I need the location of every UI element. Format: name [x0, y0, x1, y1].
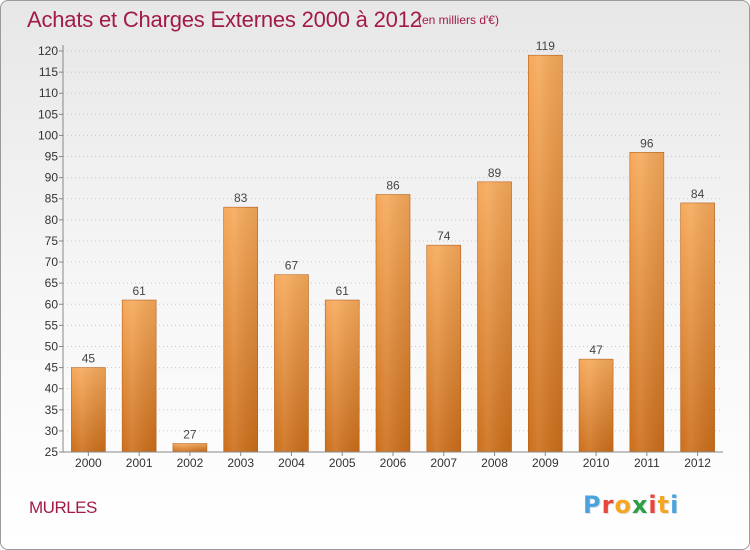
- y-tick-label: 35: [45, 403, 59, 417]
- logo-letter: x: [631, 491, 649, 519]
- data-label: 84: [691, 187, 705, 201]
- bar-shine: [172, 443, 207, 452]
- y-tick-label: 75: [45, 234, 59, 248]
- x-tick-label: 2002: [177, 456, 204, 470]
- x-tick-label: 2003: [227, 456, 254, 470]
- bar-shine: [274, 274, 309, 452]
- bar-shine: [579, 359, 614, 452]
- data-label: 61: [336, 284, 350, 298]
- x-tick-label: 2007: [430, 456, 457, 470]
- y-tick-label: 115: [39, 65, 58, 79]
- bars: [71, 54, 715, 453]
- bar-shine: [325, 300, 360, 452]
- data-label: 83: [234, 191, 248, 205]
- y-tick-label: 45: [45, 361, 59, 375]
- logo-letter: i: [648, 491, 658, 519]
- y-axis: 25 30 35 40 45 50 55 60 65 70 75 80 85 90 95 100 105 110 1…: [38, 44, 64, 459]
- data-label: 61: [132, 284, 146, 298]
- y-tick-label: 55: [45, 318, 59, 332]
- x-axis: 2000 2001 2002 2003 2004 2005 2006 2007 2008 2009…: [63, 451, 723, 470]
- y-tick-label: 105: [38, 107, 58, 121]
- y-tick-label: 25: [45, 445, 59, 459]
- x-tick-label: 2011: [634, 456, 660, 470]
- bar-shine: [376, 194, 410, 452]
- logo-letter: P: [583, 491, 602, 519]
- chart-unit-label: (en milliers d'€): [418, 13, 499, 27]
- data-label: 86: [386, 179, 400, 193]
- data-label: 47: [589, 343, 603, 357]
- data-label: 74: [437, 229, 451, 243]
- y-tick-label: 30: [45, 424, 59, 438]
- x-tick-label: 2001: [126, 456, 153, 470]
- y-tick-label: 60: [45, 297, 59, 311]
- x-tick-label: 2009: [532, 456, 559, 470]
- y-tick-label: 110: [39, 86, 58, 100]
- data-label: 96: [640, 136, 654, 150]
- data-label: 27: [183, 428, 197, 442]
- data-label: 45: [82, 352, 96, 366]
- x-tick-label: 2010: [583, 456, 610, 470]
- data-labels: 45 61 27 83 67 61 86 74 89 119 47 96 84: [82, 39, 705, 441]
- bar-shine: [477, 181, 512, 452]
- x-tick-label: 2012: [684, 456, 711, 470]
- bar-shine: [426, 245, 461, 452]
- bar-shine: [223, 207, 258, 452]
- bar-shine: [629, 152, 664, 452]
- logo-letter: i: [670, 491, 680, 519]
- y-tick-label: 85: [45, 192, 59, 206]
- y-tick-label: 65: [45, 276, 59, 290]
- data-label: 67: [285, 259, 299, 273]
- data-label: 119: [536, 39, 555, 53]
- x-tick-label: 2000: [75, 456, 102, 470]
- y-tick-label: 50: [45, 339, 59, 353]
- x-tick-label: 2005: [329, 456, 356, 470]
- x-tick-label: 2006: [380, 456, 407, 470]
- x-tick-label: 2008: [481, 456, 508, 470]
- bar-shine: [528, 55, 563, 452]
- bar-shine: [680, 202, 715, 452]
- proxiti-logo: Proxiti: [583, 491, 679, 519]
- y-tick-label: 100: [38, 128, 58, 142]
- logo-letter: r: [601, 491, 615, 519]
- bar-shine: [71, 367, 106, 452]
- x-tick-label: 2004: [278, 456, 305, 470]
- y-tick-label: 90: [45, 171, 59, 185]
- commune-name: MURLES: [29, 498, 97, 517]
- y-tick-label: 95: [45, 150, 59, 164]
- chart-title: Achats et Charges Externes 2000 à 2012: [27, 7, 422, 32]
- y-tick-label: 120: [38, 44, 58, 58]
- y-tick-label: 40: [45, 382, 59, 396]
- y-tick-label: 70: [45, 255, 59, 269]
- bar-shine: [122, 300, 157, 452]
- logo-letter: t: [657, 491, 671, 519]
- data-label: 89: [488, 166, 502, 180]
- y-tick-label: 80: [45, 213, 59, 227]
- logo-letter: o: [614, 491, 632, 519]
